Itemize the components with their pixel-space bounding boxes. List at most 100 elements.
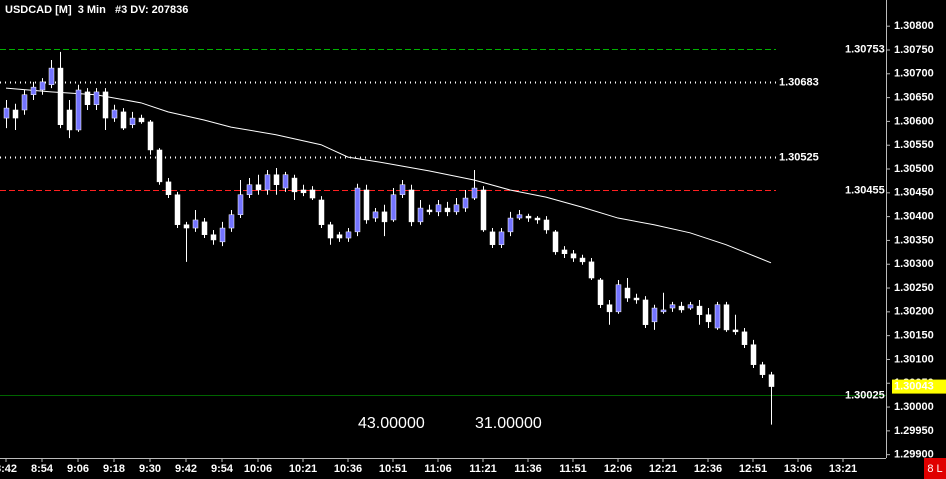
- candle-body: [219, 227, 226, 243]
- candle-body: [156, 149, 163, 183]
- candle-body: [237, 194, 244, 215]
- candle-body: [732, 329, 739, 333]
- y-tick-label: 1.30400: [894, 211, 934, 223]
- moving-average: [5, 87, 772, 264]
- candle-body: [264, 174, 271, 191]
- candle-body: [282, 174, 289, 189]
- last-price-box: [892, 379, 946, 394]
- y-tick-label: 1.30250: [894, 282, 934, 294]
- y-tick-label: 1.30300: [894, 258, 934, 270]
- candle-body: [444, 207, 451, 213]
- candle-body: [723, 304, 730, 331]
- y-tick-label: 1.30650: [894, 92, 934, 104]
- candle-body: [192, 219, 199, 229]
- last-price-label: 1.30043: [894, 380, 934, 392]
- candle-body: [129, 117, 136, 125]
- candle-body: [174, 194, 181, 225]
- candle-body: [39, 81, 46, 91]
- x-tick-label: 8:42: [0, 463, 17, 475]
- y-tick-label: 1.30000: [894, 401, 934, 413]
- candle-body: [570, 253, 577, 259]
- candle-body: [300, 189, 307, 194]
- y-tick-label: 1.30450: [894, 187, 934, 199]
- candle-body: [147, 121, 154, 151]
- candle-body: [606, 304, 613, 313]
- x-tick-label: 9:42: [175, 463, 197, 475]
- candle-body: [399, 184, 406, 195]
- x-tick-label: 11:51: [559, 463, 587, 475]
- x-tick-label: 10:21: [289, 463, 317, 475]
- candle-body: [687, 304, 694, 309]
- candle-body: [165, 181, 172, 195]
- candle-body: [624, 287, 631, 299]
- y-tick-label: 1.30350: [894, 234, 934, 246]
- candle-body: [498, 231, 505, 245]
- candle-body: [417, 207, 424, 223]
- candle-body: [336, 234, 343, 239]
- candle-body: [120, 111, 127, 129]
- candle-body: [651, 307, 658, 323]
- candle-body: [309, 189, 316, 199]
- badge-box: [924, 458, 946, 479]
- candle-body: [318, 199, 325, 225]
- level-label: 1.30025: [845, 389, 885, 401]
- x-tick-label: 12:51: [739, 463, 767, 475]
- candle-body: [534, 217, 541, 221]
- y-tick-label: 1.30700: [894, 68, 934, 80]
- x-tick-label: 8:54: [31, 463, 54, 475]
- candle-body: [579, 257, 586, 263]
- y-tick-label: 1.30800: [894, 20, 934, 32]
- candle-body: [642, 299, 649, 325]
- candle-body: [750, 344, 757, 365]
- candle-body: [327, 224, 334, 239]
- candle-body: [678, 305, 685, 311]
- x-tick-label: 11:21: [469, 463, 497, 475]
- candle-body: [93, 91, 100, 105]
- candle-body: [381, 211, 388, 223]
- x-tick-label: 12:36: [694, 463, 722, 475]
- candle-body: [30, 86, 37, 95]
- candle-body: [138, 117, 145, 123]
- candle-body: [390, 194, 397, 221]
- candle-body: [759, 364, 766, 375]
- candle-body: [246, 184, 253, 195]
- candle-body: [714, 304, 721, 329]
- x-tick-label: 9:06: [67, 463, 89, 475]
- y-tick-label: 1.30200: [894, 306, 934, 318]
- x-tick-label: 13:06: [784, 463, 812, 475]
- level-label: 1.30525: [779, 151, 819, 163]
- candle-body: [21, 94, 28, 111]
- x-tick-label: 11:36: [514, 463, 542, 475]
- candle-body: [768, 374, 775, 387]
- candle-body: [525, 215, 532, 219]
- candle-body: [210, 234, 217, 241]
- level-label: 1.30455: [845, 184, 885, 196]
- candle-body: [363, 189, 370, 221]
- candle-body: [462, 197, 469, 209]
- x-tick-label: 12:21: [649, 463, 677, 475]
- candle-body: [696, 305, 703, 315]
- y-tick-label: 1.30550: [894, 139, 934, 151]
- candle-body: [291, 177, 298, 193]
- candle-body: [345, 231, 352, 239]
- level-label: 1.30753: [845, 43, 885, 55]
- corner-badge: 8 L: [927, 463, 942, 475]
- y-tick-label: 1.30600: [894, 115, 934, 127]
- candle-body: [75, 89, 82, 131]
- candle-body: [597, 279, 604, 305]
- candle-body: [408, 189, 415, 223]
- candle-body: [507, 217, 514, 233]
- candle-body: [102, 91, 109, 119]
- candle-body: [111, 109, 118, 119]
- candle-body: [561, 249, 568, 255]
- y-tick-label: 1.30100: [894, 353, 934, 365]
- y-tick-label: 1.29950: [894, 425, 934, 437]
- candle-body: [255, 184, 262, 191]
- candle-body: [741, 331, 748, 345]
- candle-body: [84, 91, 91, 105]
- candle-body: [354, 187, 361, 233]
- x-tick-label: 9:54: [211, 463, 234, 475]
- y-tick-label: 1.30750: [894, 44, 934, 56]
